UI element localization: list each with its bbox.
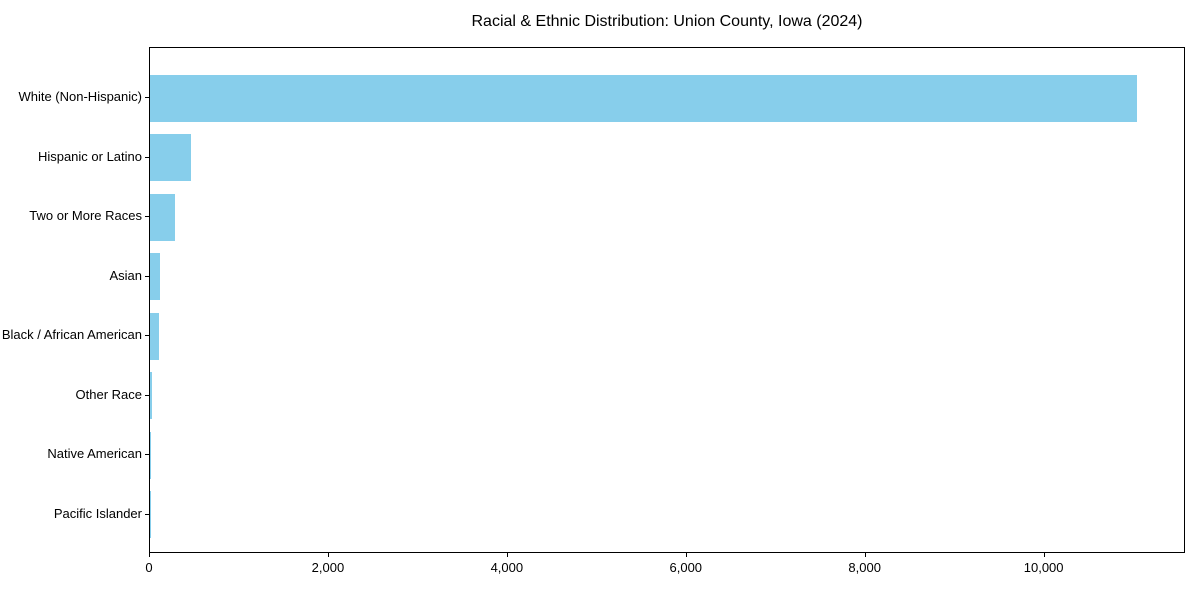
y-tick-label: Asian (109, 267, 142, 283)
x-tick-mark (864, 553, 866, 557)
y-tick-mark (145, 335, 149, 336)
x-tick-label: 6,000 (669, 560, 703, 575)
y-tick-label: White (Non-Hispanic) (18, 89, 142, 104)
chart-title: Racial & Ethnic Distribution: Union Coun… (471, 13, 863, 30)
y-tick-mark (145, 454, 149, 455)
y-tick-mark (145, 216, 149, 217)
bar-asian (150, 253, 161, 300)
y-tick-label: Other Race (75, 386, 142, 402)
x-tick-mark (685, 553, 687, 557)
x-tick-mark (506, 553, 508, 557)
y-tick-label: Native American (47, 446, 142, 461)
x-tick-label: 4,000 (490, 560, 524, 575)
y-tick-label: Black / African American (1, 327, 142, 342)
x-tick-label: 8,000 (848, 560, 881, 575)
y-tick-mark (145, 513, 149, 515)
y-tick-label: Hispanic or Latino (37, 148, 142, 164)
bar-hispanic-or-latino (150, 134, 191, 181)
x-tick-label: 2,000 (311, 560, 345, 575)
bar-other-race (150, 372, 152, 419)
y-tick-mark (145, 275, 149, 277)
plot-area (149, 47, 1185, 553)
y-tick-mark (145, 156, 149, 158)
bar-native-american (150, 431, 151, 479)
x-tick-label: 10,000 (1023, 560, 1064, 575)
y-tick-label: Two or More Races (29, 208, 142, 223)
bar-white-non-hispanic (150, 74, 1137, 122)
bar-black-african-american (150, 312, 159, 360)
y-tick-label: Pacific Islander (53, 505, 142, 521)
x-tick-label: 0 (145, 560, 153, 575)
y-tick-mark (145, 394, 149, 396)
x-tick-mark (149, 553, 150, 557)
x-tick-mark (1043, 553, 1045, 557)
bar-two-or-more-races (150, 193, 176, 241)
bar-pacific-islander (150, 491, 151, 538)
x-tick-mark (327, 553, 329, 557)
y-tick-mark (145, 97, 149, 98)
